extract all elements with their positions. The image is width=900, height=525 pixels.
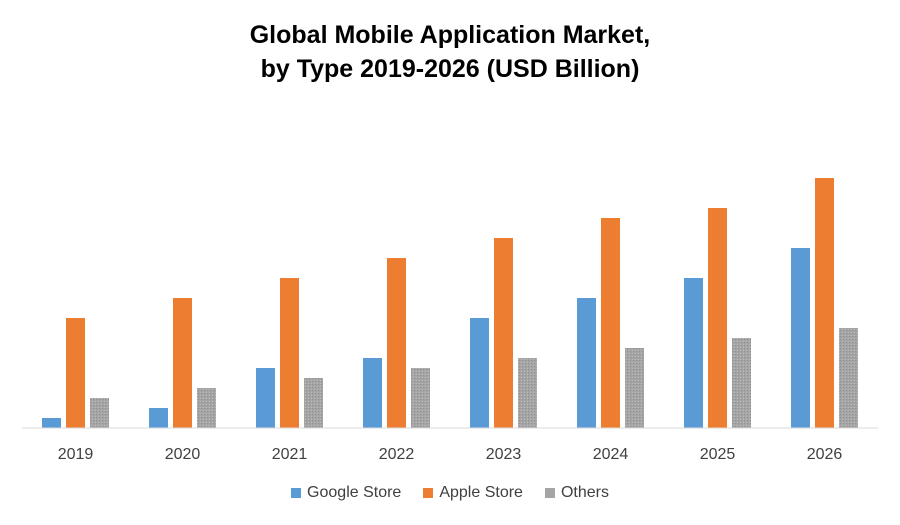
bar-google-store-2021 — [256, 368, 275, 428]
x-tick-label-2019: 2019 — [58, 446, 94, 463]
legend-item-google-store: Google Store — [291, 484, 401, 502]
bar-apple-store-2021 — [280, 278, 299, 428]
x-tick-label-2024: 2024 — [593, 446, 629, 463]
legend-item-apple-store: Apple Store — [423, 484, 523, 502]
bar-google-store-2022 — [363, 358, 382, 428]
legend-swatch-google-store — [291, 488, 302, 498]
bar-apple-store-2026 — [815, 178, 834, 428]
x-tick-label-2023: 2023 — [486, 446, 522, 463]
x-tick-label-2021: 2021 — [272, 446, 308, 463]
chart-title: Global Mobile Application Market, by Typ… — [0, 18, 900, 86]
x-tick-label-2026: 2026 — [807, 446, 843, 463]
bar-apple-store-2020 — [173, 298, 192, 428]
bar-apple-store-2023 — [494, 238, 513, 428]
chart-title-line-1: Global Mobile Application Market, — [249, 21, 651, 49]
bar-others-2019 — [90, 398, 109, 428]
bars-group — [42, 178, 858, 428]
bar-others-2025 — [732, 338, 751, 428]
x-tick-label-2025: 2025 — [700, 446, 736, 463]
bar-google-store-2023 — [470, 318, 489, 428]
legend-item-others: Others — [544, 484, 609, 502]
x-tick-labels: 2019 2020 2021 2022 2023 2024 2025 2026 — [58, 446, 843, 463]
legend-swatch-others — [544, 488, 555, 498]
legend: Google Store Apple Store Others — [0, 484, 900, 502]
bar-others-2020 — [197, 388, 216, 428]
x-tick-label-2022: 2022 — [379, 446, 415, 463]
legend-label-google-store: Google Store — [307, 484, 402, 501]
bar-google-store-2025 — [684, 278, 703, 428]
bar-others-2023 — [518, 358, 537, 428]
bar-others-2022 — [411, 368, 430, 428]
bar-apple-store-2025 — [708, 208, 727, 428]
chart-title-line-2: by Type 2019-2026 (USD Billion) — [260, 55, 640, 83]
bar-others-2024 — [625, 348, 644, 428]
bar-others-2026 — [839, 328, 858, 428]
bar-google-store-2026 — [791, 248, 810, 428]
legend-swatch-apple-store — [423, 488, 434, 498]
x-tick-label-2020: 2020 — [165, 446, 201, 463]
bar-apple-store-2019 — [66, 318, 85, 428]
bar-google-store-2019 — [42, 418, 61, 428]
bar-apple-store-2024 — [601, 218, 620, 428]
bar-others-2021 — [304, 378, 323, 428]
legend-label-apple-store: Apple Store — [439, 484, 523, 501]
bar-google-store-2020 — [149, 408, 168, 428]
legend-label-others: Others — [560, 484, 609, 501]
bar-google-store-2024 — [577, 298, 596, 428]
bar-apple-store-2022 — [387, 258, 406, 428]
